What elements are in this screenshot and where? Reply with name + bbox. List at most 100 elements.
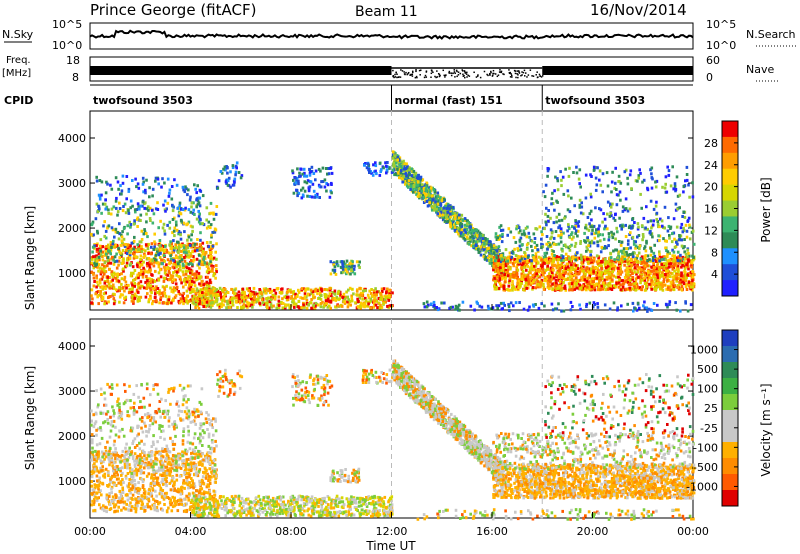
data-cell (140, 247, 143, 251)
data-cell (418, 183, 421, 187)
data-cell (218, 286, 222, 290)
data-cell (469, 228, 472, 232)
data-cell (457, 226, 460, 230)
data-cell (417, 173, 420, 177)
data-cell (205, 270, 209, 274)
data-cell (96, 290, 100, 293)
data-cell (364, 299, 368, 303)
data-cell (183, 300, 186, 304)
data-cell (687, 258, 690, 262)
station-title: Prince George (fitACF) (90, 1, 256, 19)
y-tick-label: 2000 (58, 222, 86, 235)
data-cell (173, 226, 177, 230)
data-cell (599, 288, 602, 291)
data-cell (598, 273, 601, 277)
data-cell (445, 207, 448, 210)
data-cell (458, 223, 462, 227)
data-cell (247, 302, 250, 306)
data-cell (111, 228, 115, 232)
data-cell (171, 274, 175, 278)
data-cell (412, 188, 415, 191)
data-cell (97, 247, 101, 251)
data-cell (182, 188, 185, 192)
data-cell (675, 267, 679, 271)
data-cell (207, 262, 211, 266)
data-cell (101, 295, 105, 299)
data-cell (204, 275, 208, 279)
data-cell (197, 271, 201, 275)
data-cell (231, 303, 235, 307)
data-cell (240, 174, 244, 178)
data-cell (570, 288, 574, 291)
data-cell (166, 302, 169, 305)
nave-dot (464, 76, 466, 79)
data-cell (312, 172, 316, 175)
nave-dot (462, 73, 464, 76)
data-cell (139, 213, 143, 217)
data-cell (172, 262, 175, 266)
data-cell (307, 303, 310, 307)
data-cell (591, 277, 595, 281)
data-cell (125, 244, 129, 248)
data-cell (145, 270, 148, 274)
data-cell (214, 299, 218, 303)
data-cell (355, 289, 359, 293)
data-cell (681, 255, 684, 259)
data-cell (104, 300, 107, 304)
data-cell (90, 294, 93, 298)
data-cell (667, 265, 671, 269)
data-cell (300, 167, 303, 171)
data-cell (112, 297, 116, 301)
nave-dot (503, 73, 505, 76)
data-cell (195, 242, 199, 246)
data-cell (181, 294, 184, 298)
data-cell (364, 296, 367, 300)
data-cell (359, 305, 362, 309)
nave-dot (468, 75, 471, 77)
data-cell (207, 225, 210, 229)
data-cell (193, 249, 197, 253)
data-cell (566, 277, 569, 281)
data-cell (114, 288, 118, 292)
data-cell (500, 274, 503, 278)
data-cell (99, 253, 103, 257)
data-cell (95, 259, 99, 263)
data-cell (551, 287, 554, 291)
nave-dot (439, 74, 441, 77)
data-cell (474, 235, 477, 239)
data-cell (146, 235, 149, 239)
data-cell (479, 253, 483, 257)
freq-trace (90, 66, 693, 79)
data-cell (128, 220, 131, 224)
data-cell (672, 259, 675, 263)
data-cell (201, 298, 205, 302)
data-cell (667, 279, 671, 282)
data-cell (440, 207, 443, 211)
data-cell (233, 177, 237, 181)
data-cell (381, 290, 384, 293)
data-cell (198, 299, 201, 303)
data-cell (205, 300, 209, 304)
nave-dot (425, 71, 428, 73)
data-cell (157, 253, 161, 257)
data-cell (221, 299, 224, 303)
data-cell (285, 290, 289, 294)
data-cell (354, 301, 357, 305)
data-cell (101, 263, 104, 267)
data-cell (184, 282, 187, 286)
data-cell (586, 257, 589, 261)
data-cell (544, 268, 548, 272)
data-cell (144, 191, 147, 195)
data-cell (156, 177, 160, 181)
data-cell (383, 294, 387, 298)
data-cell (661, 270, 664, 274)
data-cell (124, 211, 128, 215)
data-cell (185, 223, 188, 227)
data-cell (324, 293, 328, 297)
data-cell (463, 233, 467, 237)
data-cell (585, 279, 589, 283)
data-cell (516, 276, 519, 280)
data-cell (153, 232, 156, 236)
data-cell (146, 257, 149, 261)
